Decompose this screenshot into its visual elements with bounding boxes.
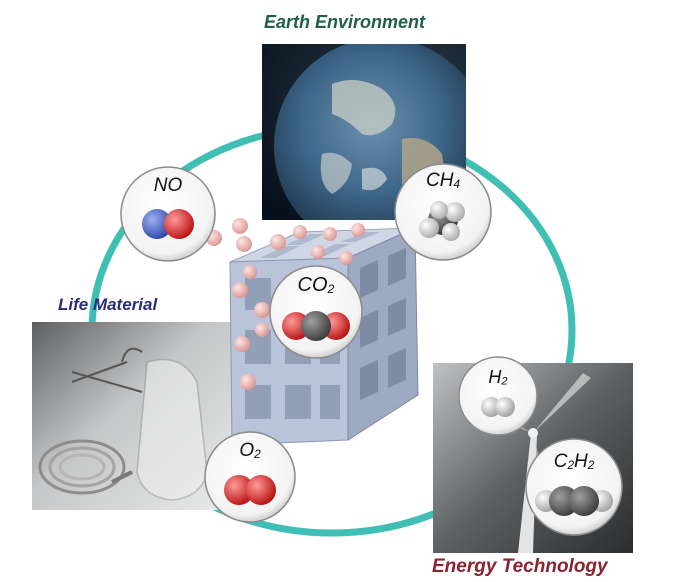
earth-environment-label: Earth Environment: [264, 12, 426, 32]
co2-molecule-circle: CO2: [268, 264, 364, 360]
h2-formula: H2: [488, 367, 508, 388]
ch4-molecule-circle: CH4: [393, 162, 493, 262]
energy-technology-label: Energy Technology: [432, 556, 608, 577]
co2-formula: CO2: [297, 274, 335, 296]
life-material-label: Life Material: [58, 295, 158, 314]
life-material-photo: [32, 322, 232, 510]
c2h2-formula: C2H2: [553, 451, 595, 472]
o2-formula: O2: [239, 440, 261, 461]
c2h2-molecule-circle: C2H2: [524, 437, 624, 537]
h2-molecule-circle: H2: [457, 355, 539, 437]
no-molecule-circle: NO: [119, 165, 217, 263]
o2-molecule-circle: O2: [203, 430, 297, 524]
no-formula: NO: [153, 175, 183, 196]
nitrogen-atom: [142, 209, 172, 239]
oxygen-atom: [164, 209, 194, 239]
medical-tubing-image: [32, 322, 232, 510]
ch4-formula: CH4: [426, 170, 460, 191]
